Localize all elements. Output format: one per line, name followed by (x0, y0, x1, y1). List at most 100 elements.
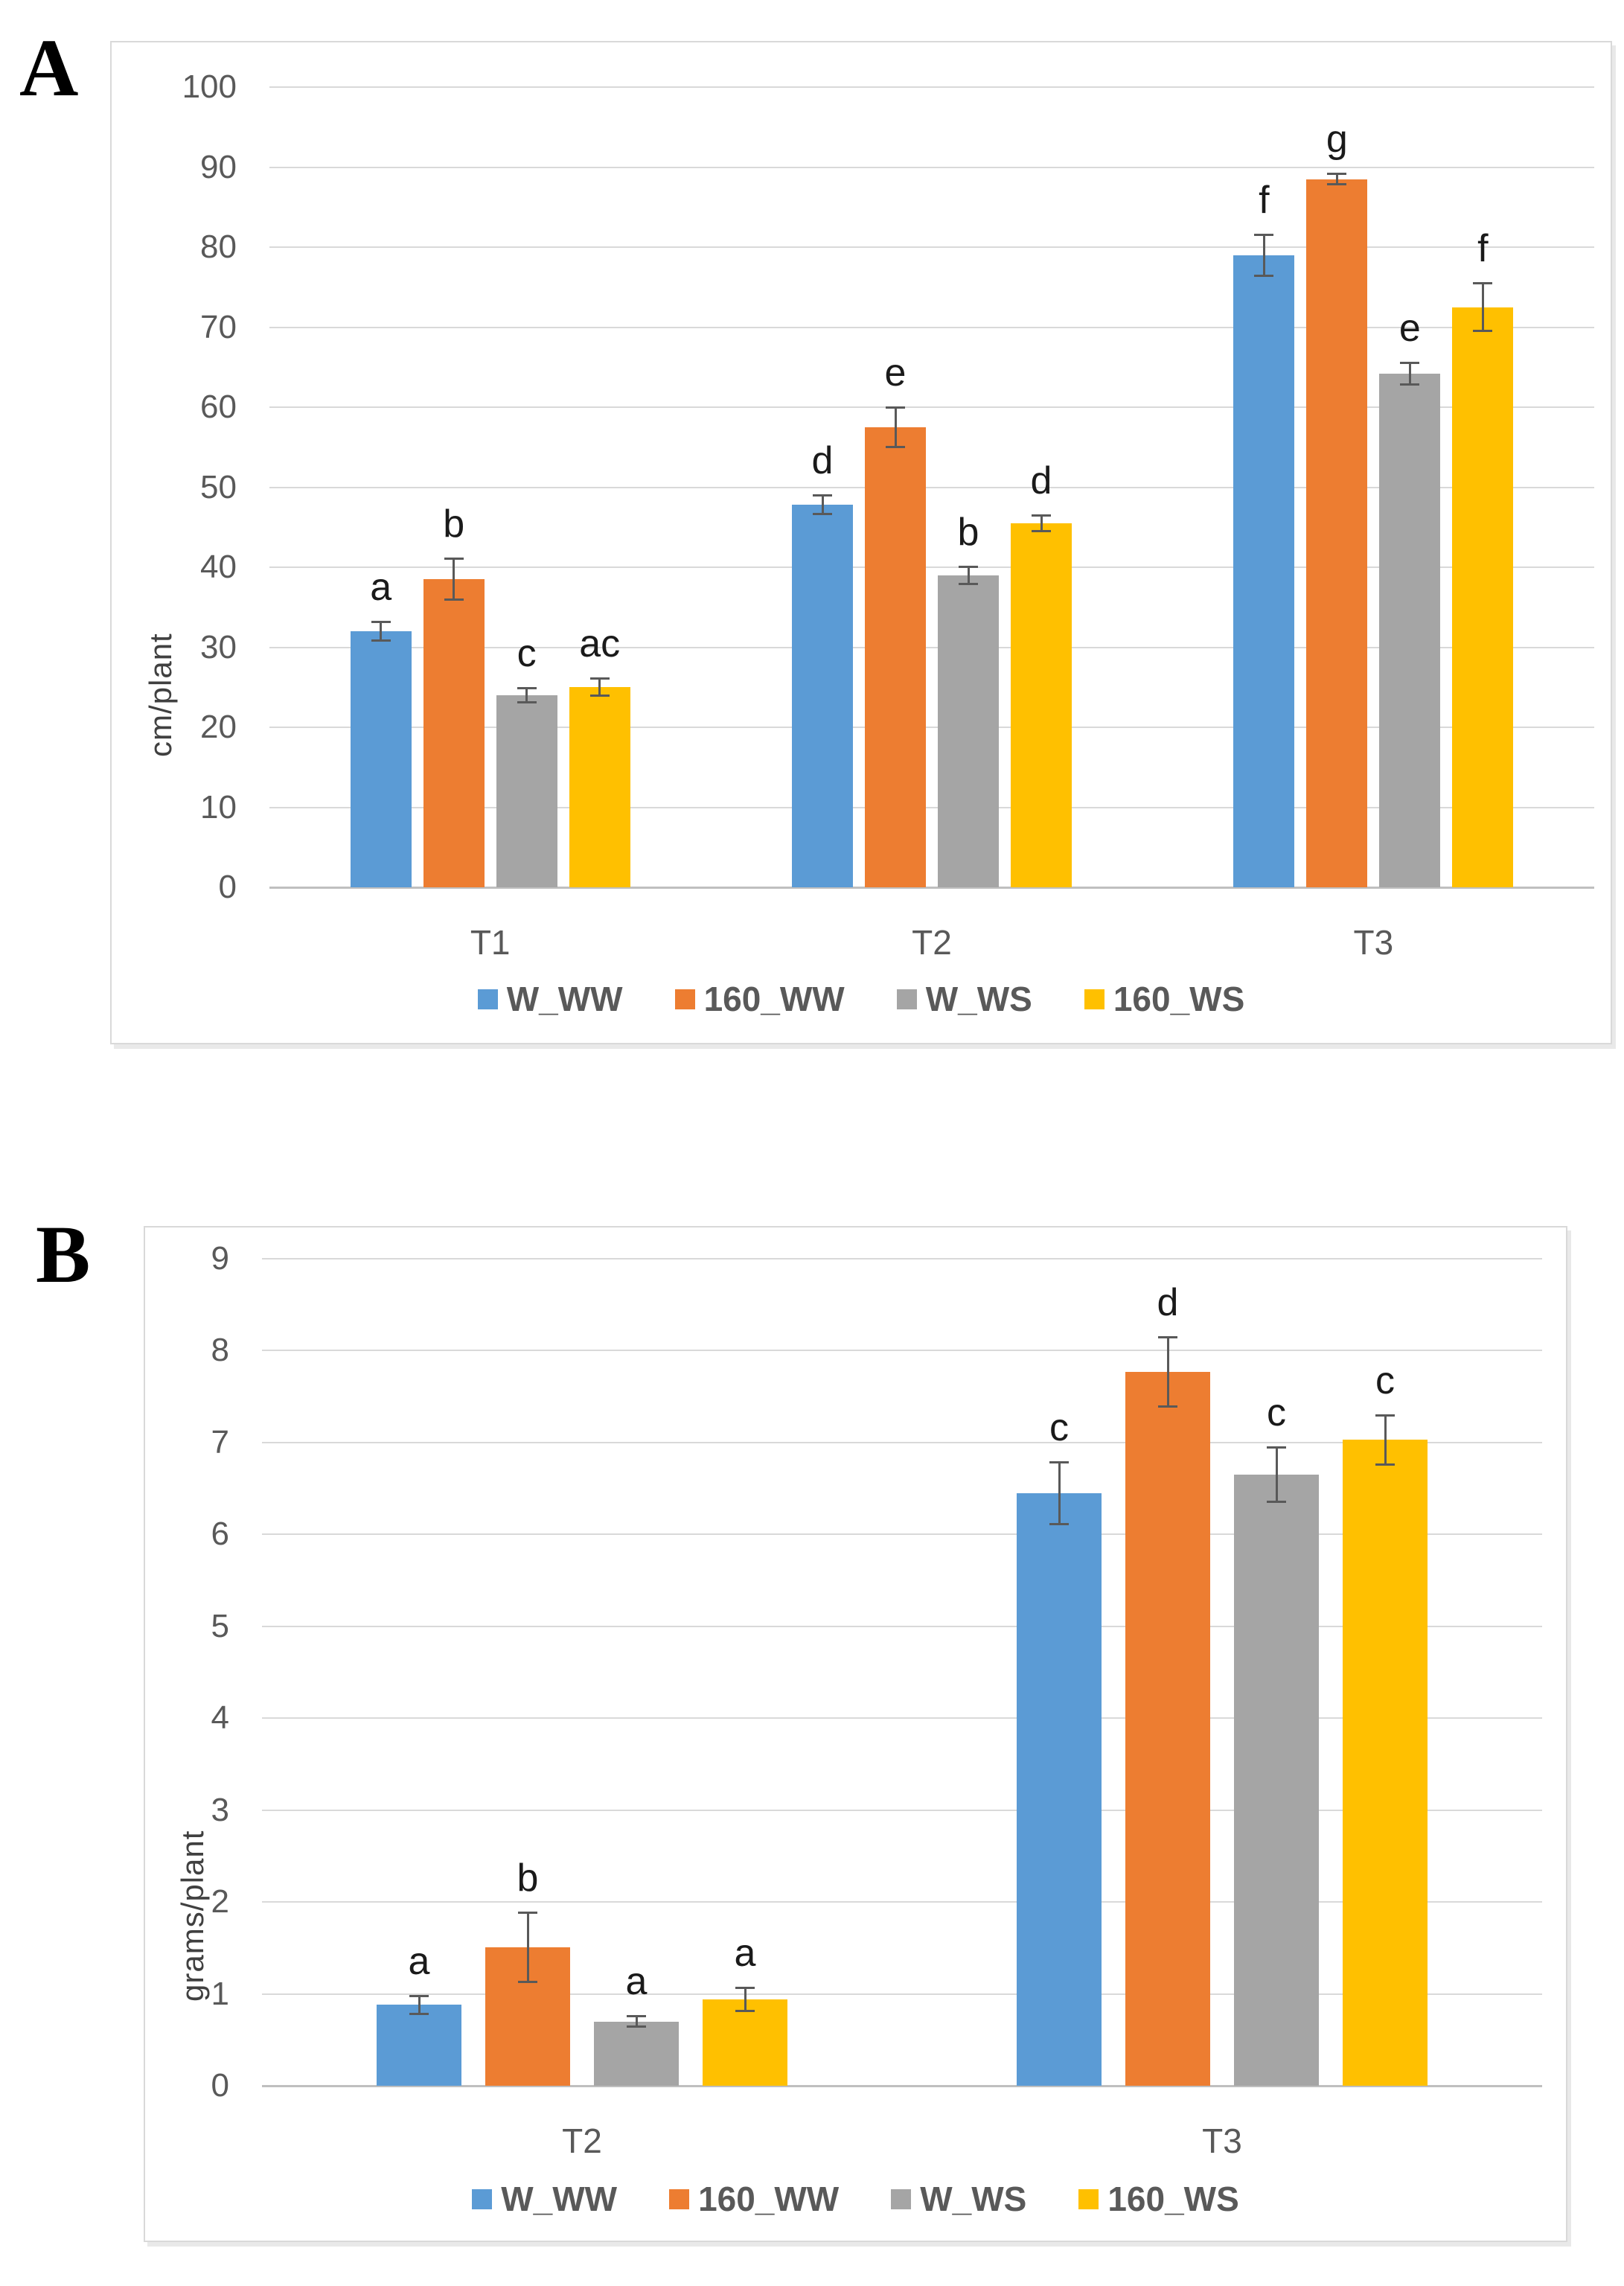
y-tick-label: 60 (200, 389, 237, 425)
error-bar-cap (1375, 1414, 1395, 1417)
error-bar (525, 688, 528, 703)
sig-letter: c (1375, 1358, 1395, 1402)
bar-w_ww-t2 (377, 2005, 461, 2086)
legend-item: 160_WS (1084, 979, 1244, 1019)
error-bar (635, 2016, 638, 2027)
legend: W_WW 160_WW W_WS 160_WS (145, 2179, 1566, 2219)
bar-w_ws-t3 (1234, 1475, 1319, 2086)
gridline (269, 86, 1594, 88)
bar-w_ww-t3 (1017, 1492, 1102, 2086)
error-bar (1166, 1336, 1169, 1407)
gridline (269, 246, 1594, 248)
error-bar-cap (1049, 1460, 1069, 1463)
panel-b-chart: grams/plant 0 1 2 3 4 5 6 7 8 9 T2 a b a a T3 c d c c W_WW 16… (144, 1226, 1567, 2242)
sig-letter: d (1030, 459, 1052, 503)
sig-letter: b (957, 510, 979, 554)
legend-label: 160_WS (1113, 980, 1245, 1018)
bar-w_ws-t3 (1379, 373, 1441, 887)
error-bar-cap (1032, 514, 1051, 517)
error-bar (1408, 362, 1411, 385)
error-bar-cap (813, 513, 832, 516)
y-tick-label: 1 (211, 1975, 229, 2012)
error-bar-cap (1158, 1335, 1177, 1338)
legend-item: W_WW (472, 2179, 617, 2219)
error-bar-cap (1254, 274, 1274, 277)
legend-item: 160_WS (1078, 2179, 1239, 2219)
legend-item: 160_WW (669, 2179, 839, 2219)
error-bar-cap (1473, 329, 1493, 332)
y-tick-label: 10 (200, 788, 237, 826)
error-bar (453, 558, 455, 601)
error-bar-cap (1327, 173, 1347, 176)
error-bar-cap (886, 445, 905, 448)
legend-swatch (674, 989, 695, 1009)
bar-160_ws-t3 (1343, 1440, 1428, 2086)
gridline (269, 727, 1594, 728)
bar-160_ws-t2 (703, 1999, 787, 2086)
error-bar-cap (813, 494, 832, 497)
bar-160_ww-t2 (865, 427, 926, 887)
legend-swatch (1084, 989, 1104, 1009)
legend-label: 160_WS (1107, 2180, 1239, 2218)
legend-item: W_WW (477, 979, 623, 1019)
legend-item: W_WS (891, 2179, 1026, 2219)
error-bar-cap (589, 677, 610, 680)
y-tick-label: 7 (211, 1423, 229, 1460)
gridline (262, 1809, 1542, 1811)
gridline (269, 326, 1594, 328)
gridline (262, 1441, 1542, 1443)
error-bar-cap (1327, 183, 1347, 186)
category-label: T2 (912, 923, 952, 962)
error-bar-cap (371, 621, 391, 624)
sig-letter: c (517, 632, 537, 676)
gridline (262, 1625, 1542, 1627)
error-bar-cap (1032, 529, 1051, 532)
sig-letter: f (1477, 227, 1489, 271)
panel-a-chart: cm/plant 0 10 20 30 40 50 60 70 80 90 100 T1 a b c ac T2… (110, 41, 1612, 1044)
sig-letter: c (1267, 1391, 1286, 1435)
legend-item: W_WS (896, 979, 1032, 1019)
x-axis-line (262, 2085, 1542, 2087)
gridline (269, 486, 1594, 488)
legend-label: W_WS (920, 2180, 1027, 2218)
category-label: T3 (1202, 2121, 1242, 2160)
error-bar (1335, 173, 1338, 185)
bar-160_ws-t1 (569, 687, 630, 887)
error-bar-cap (1400, 383, 1420, 386)
sig-letter: d (1157, 1280, 1179, 1324)
legend-label: W_WW (501, 2180, 618, 2218)
gridline (262, 1717, 1542, 1720)
bar-w_ww-t2 (792, 505, 853, 887)
y-tick-label: 4 (211, 1699, 229, 1737)
error-bar-cap (518, 1980, 537, 1983)
error-bar-cap (517, 700, 537, 703)
error-bar-cap (1375, 1463, 1395, 1466)
legend-label: W_WW (506, 980, 623, 1018)
y-tick-label: 90 (200, 148, 237, 185)
bar-w_ww-t1 (350, 631, 412, 887)
x-axis-line (269, 887, 1594, 889)
error-bar-cap (1049, 1522, 1069, 1525)
bar-w_ws-t2 (594, 2021, 679, 2086)
y-tick-label: 70 (200, 308, 237, 345)
error-bar (967, 566, 970, 584)
y-tick-label: 9 (211, 1240, 229, 1277)
error-bar (1040, 515, 1043, 531)
gridline (262, 1258, 1542, 1259)
bar-w_ww-t3 (1233, 255, 1295, 887)
error-bar (526, 1912, 529, 1982)
error-bar-cap (1254, 233, 1274, 236)
legend-item: 160_WW (674, 979, 845, 1019)
error-bar (821, 495, 824, 515)
gridline (262, 1350, 1542, 1352)
legend: W_WW 160_WW W_WS 160_WS (112, 979, 1611, 1019)
y-tick-label: 0 (218, 869, 237, 905)
error-bar-cap (1400, 361, 1420, 364)
y-tick-label: 20 (200, 709, 237, 745)
gridline (269, 406, 1594, 408)
error-bar-cap (959, 582, 978, 585)
legend-label: 160_WW (698, 2180, 840, 2218)
bar-w_ws-t1 (496, 695, 557, 887)
error-bar-cap (1158, 1405, 1177, 1408)
category-label: T1 (470, 923, 511, 962)
